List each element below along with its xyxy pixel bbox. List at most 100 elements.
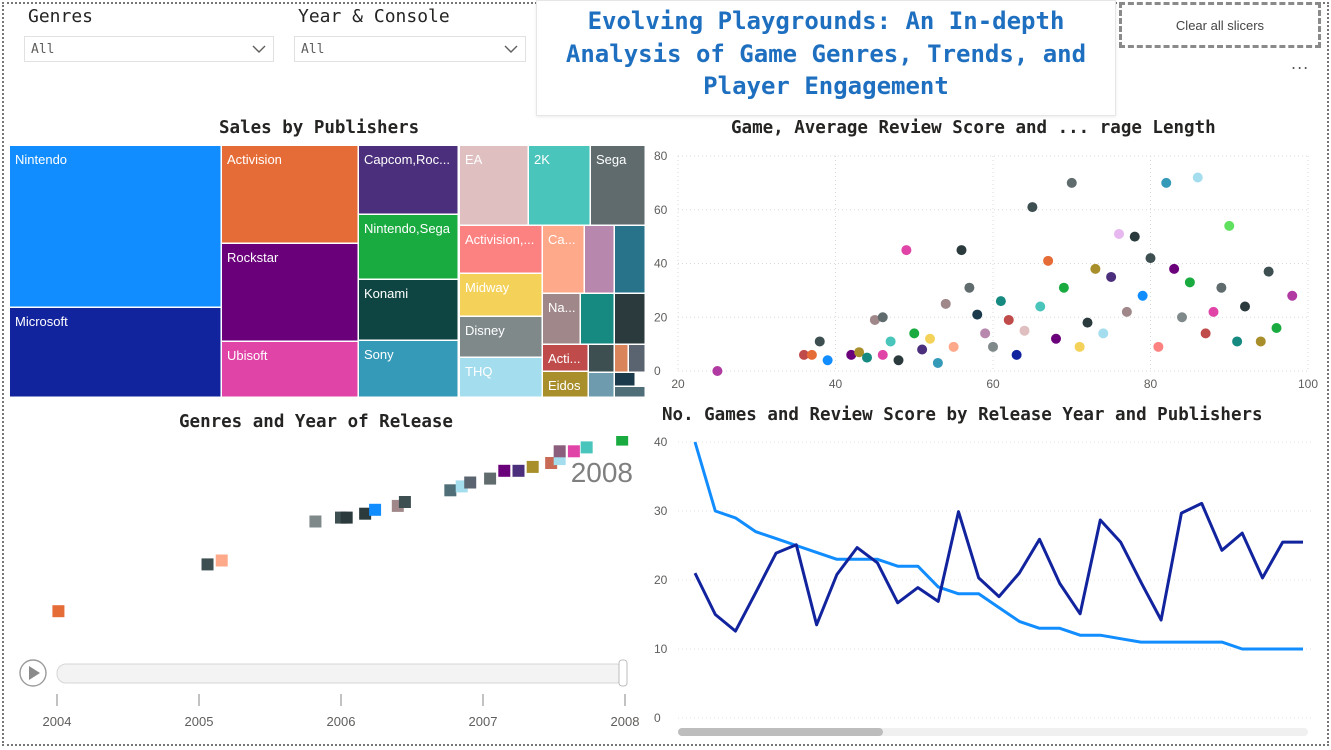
genre-year-marker[interactable]: [553, 445, 566, 458]
scatter-point[interactable]: [712, 366, 723, 376]
scatter-point[interactable]: [1224, 220, 1235, 231]
scatter-point[interactable]: [1200, 328, 1211, 339]
scatter-point[interactable]: [917, 344, 928, 355]
scatter-point[interactable]: [925, 333, 935, 344]
scatter-point[interactable]: [1192, 172, 1203, 183]
treemap-tile-ea[interactable]: [460, 146, 528, 225]
genre-year-marker[interactable]: [309, 515, 322, 528]
scatter-point[interactable]: [799, 349, 809, 360]
genre-year-marker[interactable]: [567, 445, 580, 458]
scatter-point[interactable]: [877, 312, 888, 323]
treemap-tile-nintendo-sega[interactable]: [359, 215, 458, 279]
treemap-tile-eidos[interactable]: [543, 372, 588, 397]
scatter-point[interactable]: [1184, 277, 1195, 288]
treemap-tile-activision[interactable]: [460, 226, 542, 273]
genre-year-marker[interactable]: [498, 464, 511, 477]
scatter-point[interactable]: [1051, 333, 1061, 344]
scatter-point[interactable]: [988, 341, 998, 352]
scatter-point[interactable]: [1082, 317, 1093, 328]
scatter-point[interactable]: [1263, 266, 1274, 277]
horizontal-scrollbar-thumb[interactable]: [678, 728, 883, 736]
line-series-review-score[interactable]: [693, 501, 1303, 633]
treemap-tile-ca[interactable]: [543, 226, 584, 293]
treemap-tile-nintendo[interactable]: [10, 146, 221, 307]
treemap-tile-capcom-roc[interactable]: [359, 146, 458, 214]
scatter-point[interactable]: [901, 245, 912, 256]
review-score-scatter-chart[interactable]: 0 20 40 60 80 20 40 60 80 100: [648, 140, 1318, 388]
genre-year-marker[interactable]: [201, 558, 214, 571]
treemap-tile-midway[interactable]: [460, 274, 542, 316]
scatter-point[interactable]: [862, 352, 872, 363]
scatter-point[interactable]: [885, 336, 896, 347]
scatter-point[interactable]: [1153, 341, 1164, 352]
scatter-point[interactable]: [806, 349, 817, 360]
scatter-point[interactable]: [1074, 341, 1085, 352]
scatter-point[interactable]: [948, 341, 959, 352]
treemap-tile[interactable]: [615, 226, 645, 293]
treemap-tile-disney[interactable]: [460, 317, 542, 357]
genre-year-marker[interactable]: [369, 503, 382, 516]
games-review-line-chart[interactable]: 0 10 20 30 40: [648, 430, 1318, 740]
treemap-tile-na[interactable]: [543, 294, 580, 344]
scatter-point[interactable]: [1161, 177, 1172, 188]
scatter-point[interactable]: [956, 245, 967, 256]
treemap-tile-thq[interactable]: [460, 358, 542, 397]
treemap-tile-konami[interactable]: [359, 280, 458, 340]
genre-year-marker[interactable]: [580, 441, 593, 454]
treemap-tile-rockstar[interactable]: [222, 244, 358, 341]
scatter-point[interactable]: [972, 309, 983, 320]
treemap-tile-microsoft[interactable]: [10, 308, 221, 397]
genres-dropdown[interactable]: All: [24, 36, 274, 62]
treemap-tile-activision[interactable]: [222, 146, 358, 243]
scatter-point[interactable]: [877, 349, 888, 360]
genre-year-marker[interactable]: [52, 605, 65, 618]
scatter-point[interactable]: [1287, 290, 1298, 301]
clear-all-slicers-button[interactable]: Clear all slicers: [1119, 2, 1321, 48]
scatter-point[interactable]: [964, 282, 975, 293]
scatter-point[interactable]: [1169, 263, 1180, 274]
scatter-point[interactable]: [1027, 202, 1038, 213]
scatter-point[interactable]: [1255, 336, 1266, 347]
genre-year-marker[interactable]: [616, 436, 629, 446]
more-options-icon[interactable]: ...: [1291, 54, 1310, 73]
scatter-point[interactable]: [1129, 231, 1140, 242]
genre-year-marker[interactable]: [526, 460, 539, 473]
scatter-point[interactable]: [1011, 349, 1022, 360]
play-button[interactable]: [19, 659, 47, 687]
scatter-point[interactable]: [1232, 336, 1243, 347]
scatter-point[interactable]: [1121, 306, 1132, 317]
scatter-point[interactable]: [1137, 290, 1148, 301]
scatter-point[interactable]: [1090, 263, 1101, 274]
scatter-point[interactable]: [1035, 301, 1046, 312]
treemap-tile[interactable]: [581, 294, 614, 344]
scatter-point[interactable]: [869, 314, 880, 325]
scatter-point[interactable]: [1216, 282, 1227, 293]
treemap-tile[interactable]: [615, 387, 645, 397]
scatter-point[interactable]: [1066, 177, 1077, 188]
treemap-tile[interactable]: [589, 345, 614, 372]
treemap-tile-ubisoft[interactable]: [222, 342, 358, 397]
genres-year-play-axis-chart[interactable]: 2008 2004 2005 2006 2007 2008: [10, 436, 646, 736]
treemap-tile[interactable]: [615, 294, 645, 344]
genre-year-marker[interactable]: [512, 464, 525, 477]
scatter-point[interactable]: [1043, 255, 1054, 266]
scatter-point[interactable]: [893, 355, 904, 366]
play-icon[interactable]: [29, 666, 40, 680]
scatter-point[interactable]: [1106, 271, 1117, 282]
scatter-point[interactable]: [1271, 323, 1282, 333]
genre-year-marker[interactable]: [340, 511, 353, 524]
treemap-tile-2k[interactable]: [529, 146, 590, 225]
scatter-point[interactable]: [814, 336, 825, 347]
scatter-point[interactable]: [1240, 301, 1250, 312]
treemap-tile[interactable]: [615, 373, 635, 386]
scatter-point[interactable]: [1145, 253, 1156, 264]
year-console-dropdown[interactable]: All: [294, 36, 526, 62]
scatter-point[interactable]: [1098, 328, 1109, 339]
treemap-tile-acti[interactable]: [543, 345, 588, 371]
scatter-point[interactable]: [909, 328, 920, 339]
scatter-point[interactable]: [1114, 228, 1124, 239]
genre-year-marker[interactable]: [484, 472, 497, 485]
treemap-tile[interactable]: [615, 345, 628, 372]
scatter-point[interactable]: [940, 298, 951, 309]
treemap-tile-sega[interactable]: [591, 146, 645, 225]
